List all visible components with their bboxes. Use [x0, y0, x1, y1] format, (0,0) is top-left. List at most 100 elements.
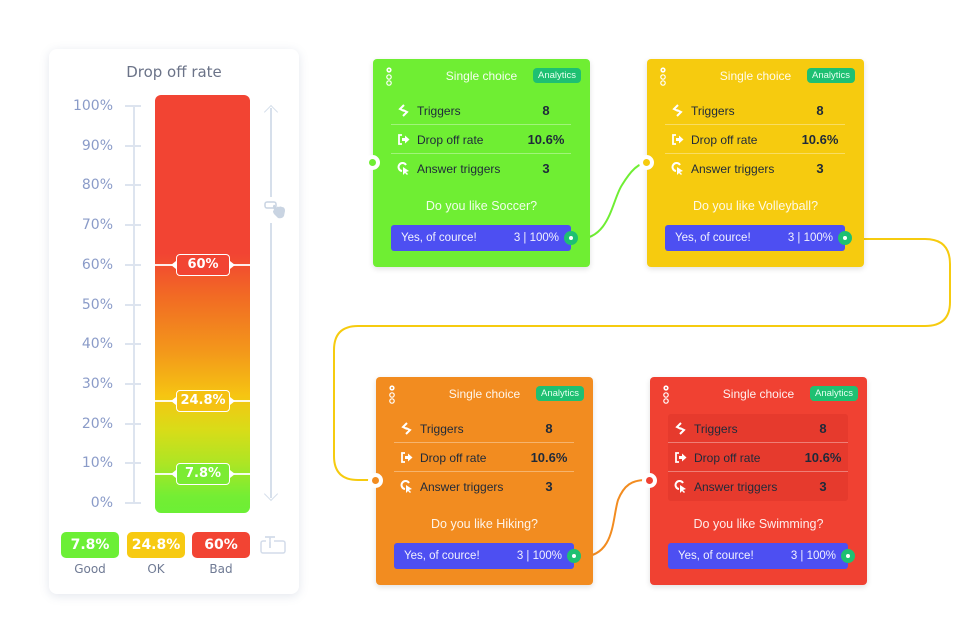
- answer-option[interactable]: Yes, of cource! 3 | 100%: [668, 543, 855, 569]
- node-title: Single choice: [722, 387, 795, 401]
- axis-label: 30%: [81, 375, 113, 392]
- stat-value: 10.6%: [801, 132, 839, 147]
- axis-tick: [125, 343, 141, 346]
- node-question: Do you like Volleyball?: [692, 199, 819, 213]
- legend-badge-ok: 24.8%: [127, 532, 185, 558]
- stat-value: 8: [542, 103, 550, 118]
- threshold-marker-good[interactable]: 7.8%: [176, 463, 230, 485]
- arrow-up-icon: [263, 104, 279, 120]
- axis-tick: [125, 105, 141, 107]
- answer-option[interactable]: Yes, of cource! 3 | 100%: [391, 225, 578, 251]
- pointer-click-icon: [400, 480, 412, 493]
- node-question: Do you like Soccer?: [425, 199, 538, 213]
- input-port[interactable]: [368, 473, 383, 488]
- text-box-icon[interactable]: [259, 534, 287, 556]
- node-title: Single choice: [445, 69, 518, 83]
- pointer-click-icon: [674, 480, 686, 493]
- exit-icon: [398, 134, 410, 145]
- panel-title: Drop off rate: [126, 63, 222, 81]
- stat-value: 10.6%: [530, 450, 568, 465]
- stat-row-triggers: Triggers 8: [394, 414, 574, 443]
- threshold-marker-ok[interactable]: 24.8%: [176, 390, 230, 412]
- stat-label: Drop off rate: [420, 451, 487, 465]
- node-menu-icon[interactable]: [662, 385, 670, 405]
- flow-node-volleyball[interactable]: Single choice Analytics Triggers 8 Drop …: [639, 59, 864, 267]
- stat-row-drop-off: Drop off rate 10.6%: [665, 125, 845, 154]
- output-port[interactable]: [564, 231, 578, 245]
- node-stats: Triggers 8 Drop off rate 10.6% Answer tr…: [665, 96, 845, 183]
- stat-row-drop-off: Drop off rate 10.6%: [394, 443, 574, 472]
- output-port[interactable]: [838, 231, 852, 245]
- legend-item-bad: 60% Bad: [192, 532, 250, 576]
- analytics-badge[interactable]: Analytics: [532, 68, 581, 83]
- flow-node-soccer[interactable]: Single choice Analytics Triggers 8 Drop …: [365, 59, 590, 267]
- analytics-badge[interactable]: Analytics: [535, 386, 584, 401]
- axis-tick: [125, 144, 141, 147]
- axis-tick: [125, 224, 141, 227]
- stat-value: 3: [545, 479, 553, 494]
- stat-row-answer-triggers: Answer triggers 3: [394, 472, 574, 501]
- stat-row-triggers: Triggers 8: [665, 96, 845, 125]
- node-menu-icon[interactable]: [385, 67, 393, 87]
- axis-label: 70%: [81, 217, 113, 234]
- scroll-track[interactable]: [270, 108, 272, 498]
- analytics-badge[interactable]: Analytics: [806, 68, 855, 83]
- answer-text: Yes, of cource!: [401, 232, 477, 244]
- stat-label: Answer triggers: [694, 480, 778, 494]
- axis-label: 100%: [72, 98, 113, 114]
- stat-label: Drop off rate: [691, 133, 758, 147]
- stat-label: Triggers: [417, 104, 461, 118]
- stat-row-answer-triggers: Answer triggers 3: [391, 154, 571, 183]
- hand-drag-icon[interactable]: [262, 197, 292, 223]
- y-axis-labels: 100% 90% 80% 70% 60% 50% 40% 30% 20% 10%…: [63, 49, 113, 594]
- axis-tick: [125, 263, 141, 266]
- stat-label: Drop off rate: [417, 133, 484, 147]
- node-menu-icon[interactable]: [388, 385, 396, 405]
- axis-tick: [125, 184, 141, 187]
- legend-label-ok: OK: [147, 562, 165, 576]
- node-question: Do you like Hiking?: [431, 517, 538, 531]
- stat-label: Triggers: [420, 422, 464, 436]
- node-question: Do you like Swimming?: [693, 517, 824, 531]
- stat-label: Answer triggers: [691, 162, 775, 176]
- stat-value: 8: [545, 421, 553, 436]
- answer-option[interactable]: Yes, of cource! 3 | 100%: [665, 225, 852, 251]
- input-port[interactable]: [365, 155, 380, 170]
- exit-icon: [401, 452, 413, 463]
- stat-label: Answer triggers: [420, 480, 504, 494]
- axis-label: 90%: [81, 137, 113, 154]
- legend-badge-bad: 60%: [192, 532, 250, 558]
- threshold-marker-bad[interactable]: 60%: [176, 254, 230, 276]
- answer-text: Yes, of cource!: [678, 550, 754, 562]
- answer-text: Yes, of cource!: [404, 550, 480, 562]
- analytics-badge[interactable]: Analytics: [809, 386, 858, 401]
- stat-row-triggers: Triggers 8: [668, 414, 848, 443]
- node-menu-icon[interactable]: [659, 67, 667, 87]
- output-port[interactable]: [567, 549, 581, 563]
- node-stats: Triggers 8 Drop off rate 10.6% Answer tr…: [391, 96, 571, 183]
- input-port[interactable]: [639, 155, 654, 170]
- gradient-rate-bar: [155, 95, 250, 513]
- stat-value: 3: [542, 161, 550, 176]
- answer-stat: 3 | 100%: [516, 550, 562, 562]
- stat-row-answer-triggers: Answer triggers 3: [668, 472, 848, 501]
- triggers-icon: [398, 104, 409, 117]
- stat-row-drop-off: Drop off rate 10.6%: [668, 443, 848, 472]
- triggers-icon: [401, 422, 412, 435]
- flow-node-swimming[interactable]: Single choice Analytics Triggers 8 Drop …: [642, 377, 867, 585]
- pointer-click-icon: [397, 162, 409, 175]
- axis-label: 10%: [81, 455, 113, 472]
- node-title: Single choice: [719, 69, 792, 83]
- stat-label: Triggers: [691, 104, 735, 118]
- input-port[interactable]: [642, 473, 657, 488]
- node-stats: Triggers 8 Drop off rate 10.6% Answer tr…: [394, 414, 574, 501]
- stat-label: Answer triggers: [417, 162, 501, 176]
- axis-tick: [125, 462, 141, 465]
- answer-option[interactable]: Yes, of cource! 3 | 100%: [394, 543, 581, 569]
- output-port[interactable]: [841, 549, 855, 563]
- stat-value: 8: [819, 421, 827, 436]
- answer-stat: 3 | 100%: [513, 232, 559, 244]
- legend-badge-good: 7.8%: [61, 532, 119, 558]
- legend-label-bad: Bad: [209, 562, 233, 576]
- flow-node-hiking[interactable]: Single choice Analytics Triggers 8 Drop …: [368, 377, 593, 585]
